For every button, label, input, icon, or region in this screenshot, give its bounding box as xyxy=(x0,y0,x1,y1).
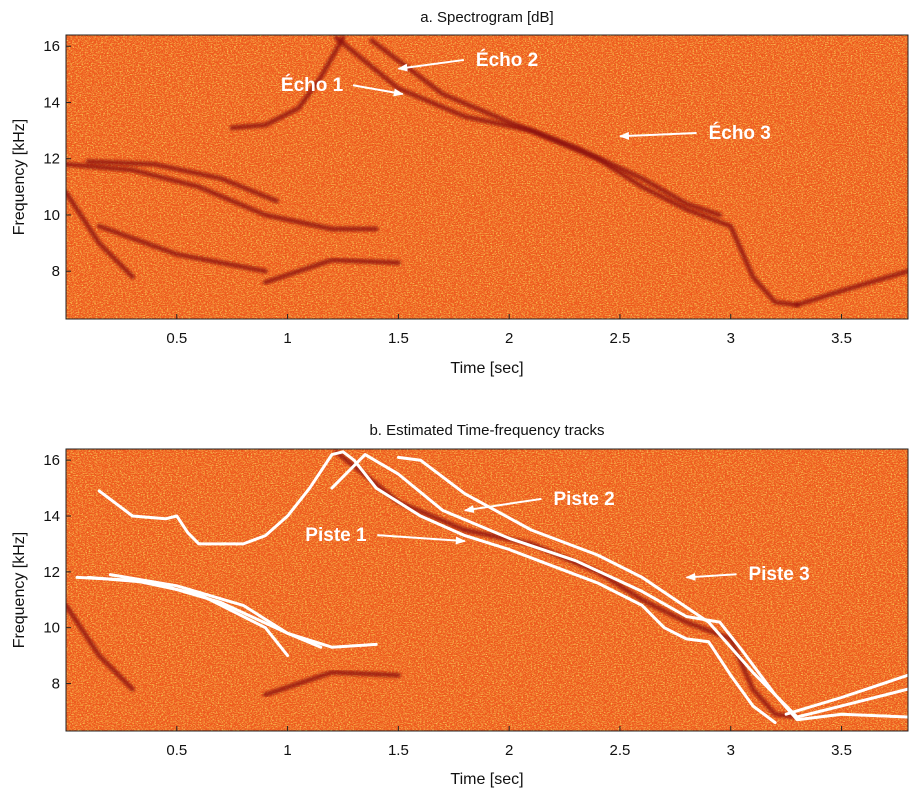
annotation-label-1: Écho 1 xyxy=(281,74,344,96)
spectral-ridge-1 xyxy=(229,35,346,131)
x-axis-label: Time [sec] xyxy=(450,360,523,377)
estimated-track-7 xyxy=(108,573,378,649)
x-tick-label: 2 xyxy=(505,330,513,347)
annotation-arrow-2 xyxy=(397,58,465,72)
x-tick-label: 1.5 xyxy=(388,742,409,759)
estimated-track-4 xyxy=(784,673,908,716)
y-axis-label: Frequency [kHz] xyxy=(11,119,28,235)
x-tick-label: 3.5 xyxy=(831,742,852,759)
annotation-label-3: Écho 3 xyxy=(709,122,771,144)
annotation-label-1: Piste 1 xyxy=(305,525,367,546)
annotation-arrow-1 xyxy=(377,534,466,545)
estimated-track-2 xyxy=(330,453,908,722)
x-axis-label: Time [sec] xyxy=(450,771,523,788)
spectral-ridge-6 xyxy=(85,159,279,204)
annotation-arrow-3 xyxy=(685,572,737,581)
annotation-arrow-3 xyxy=(618,131,697,140)
spectral-ridge-3 xyxy=(262,669,401,698)
spectrogram-panel: a. Spectrogram [dB] 0.5 1 1.5 2 2.5 3 3.5 8 10 1… xyxy=(11,9,909,377)
plot-frame xyxy=(65,448,909,732)
y-tick-label: 16 xyxy=(43,452,60,469)
annotation-arrow-1 xyxy=(352,84,404,97)
y-tick-label: 10 xyxy=(43,620,60,637)
annotation-label-2: Piste 2 xyxy=(553,489,614,510)
spectral-ridge-4 xyxy=(794,268,908,308)
x-tick-label: 1 xyxy=(283,742,291,759)
x-tick-label: 2.5 xyxy=(610,330,631,347)
annotation-arrow-2 xyxy=(463,497,542,514)
y-axis-label: Frequency [kHz] xyxy=(11,532,28,648)
spectrogram-noise-yellow xyxy=(66,35,908,319)
y-tick-label: 8 xyxy=(52,263,60,280)
y-tick-label: 10 xyxy=(43,207,60,224)
y-tick-label: 16 xyxy=(43,38,60,55)
x-tick-label: 1.5 xyxy=(388,330,409,347)
x-tick-label: 0.5 xyxy=(166,742,187,759)
y-tick-label: 14 xyxy=(43,94,60,111)
spectral-ridge-2 xyxy=(333,35,800,308)
spectral-ridge-2 xyxy=(66,602,135,692)
spectral-ridge-3 xyxy=(369,38,723,218)
x-tick-label: 0.5 xyxy=(166,330,187,347)
x-tick-label: 3 xyxy=(727,330,735,347)
spectral-ridge-1 xyxy=(333,449,800,720)
x-tick-label: 1 xyxy=(283,330,291,347)
chart-title: b. Estimated Time-frequency tracks xyxy=(369,422,604,439)
spectral-ridge-5 xyxy=(66,161,379,232)
y-tick-label: 14 xyxy=(43,508,60,525)
y-tick-label: 12 xyxy=(43,564,60,581)
spectral-ridge-9 xyxy=(96,223,268,274)
annotation-label-2: Écho 2 xyxy=(476,49,538,71)
plot-frame xyxy=(65,34,909,320)
x-tick-label: 3 xyxy=(727,742,735,759)
x-tick-label: 3.5 xyxy=(831,330,852,347)
spectral-ridge-8 xyxy=(262,257,401,285)
spectral-ridge-7 xyxy=(66,190,135,280)
chart-title: a. Spectrogram [dB] xyxy=(420,9,553,26)
y-tick-label: 12 xyxy=(43,151,60,168)
tracks-panel: b. Estimated Time-frequency tracks 0.5 1 1… xyxy=(11,422,909,788)
estimated-track-3 xyxy=(396,455,908,719)
estimated-track-1 xyxy=(97,450,777,725)
x-tick-label: 2.5 xyxy=(610,742,631,759)
y-tick-label: 8 xyxy=(52,676,60,693)
annotation-label-3: Piste 3 xyxy=(748,564,809,585)
x-tick-label: 2 xyxy=(505,742,513,759)
